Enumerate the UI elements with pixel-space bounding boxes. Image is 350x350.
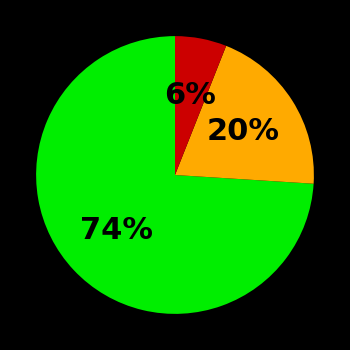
Text: 20%: 20%: [206, 117, 280, 146]
Text: 74%: 74%: [80, 216, 153, 245]
Text: 6%: 6%: [164, 81, 216, 110]
Wedge shape: [175, 46, 314, 184]
Wedge shape: [175, 36, 226, 175]
Wedge shape: [36, 36, 314, 314]
